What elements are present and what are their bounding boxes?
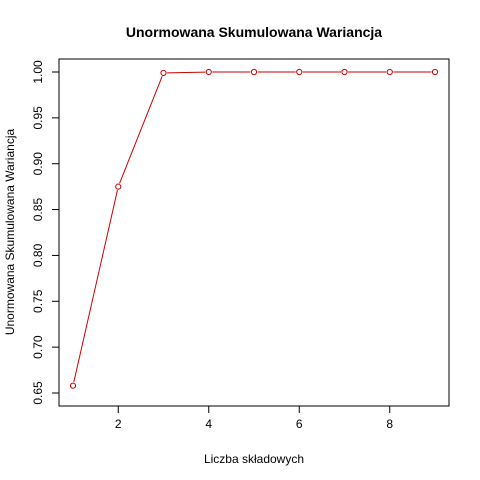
- data-point: [341, 68, 348, 76]
- series-segment: [167, 71, 206, 74]
- series-segment: [73, 190, 118, 383]
- y-tick-label: 0.85: [31, 198, 45, 222]
- x-tick-label: 4: [205, 417, 212, 431]
- y-axis: 0.65 0.70 0.75 0.80 0.85 0.90 0.95 1.00: [31, 60, 59, 405]
- y-axis-label: Unormowana Skumulowana Wariancja: [3, 129, 17, 336]
- y-tick-label: 0.95: [31, 106, 45, 130]
- x-axis: 2 4 6 8: [115, 406, 393, 431]
- x-axis-label: Liczba składowych: [204, 452, 304, 466]
- plot-frame: [58, 58, 450, 407]
- data-point: [296, 68, 303, 76]
- y-tick-label: 0.65: [31, 381, 45, 405]
- data-point: [205, 68, 212, 76]
- chart-title: Unormowana Skumulowana Wariancja: [126, 24, 382, 40]
- y-tick-label: 0.80: [31, 243, 45, 267]
- series-line-group: [69, 68, 439, 389]
- y-tick-label: 1.00: [31, 60, 45, 84]
- y-tick-label: 0.90: [31, 152, 45, 176]
- y-tick-label: 0.70: [31, 335, 45, 359]
- series-segment: [119, 76, 163, 184]
- x-tick-label: 6: [296, 417, 303, 431]
- y-tick-label: 0.75: [31, 289, 45, 313]
- data-point: [160, 69, 167, 77]
- data-point: [431, 68, 439, 76]
- data-point: [250, 68, 258, 76]
- data-point: [115, 183, 122, 190]
- x-tick-label: 8: [386, 417, 393, 431]
- x-tick-label: 2: [115, 417, 122, 431]
- data-point: [386, 68, 393, 76]
- data-point: [69, 382, 77, 389]
